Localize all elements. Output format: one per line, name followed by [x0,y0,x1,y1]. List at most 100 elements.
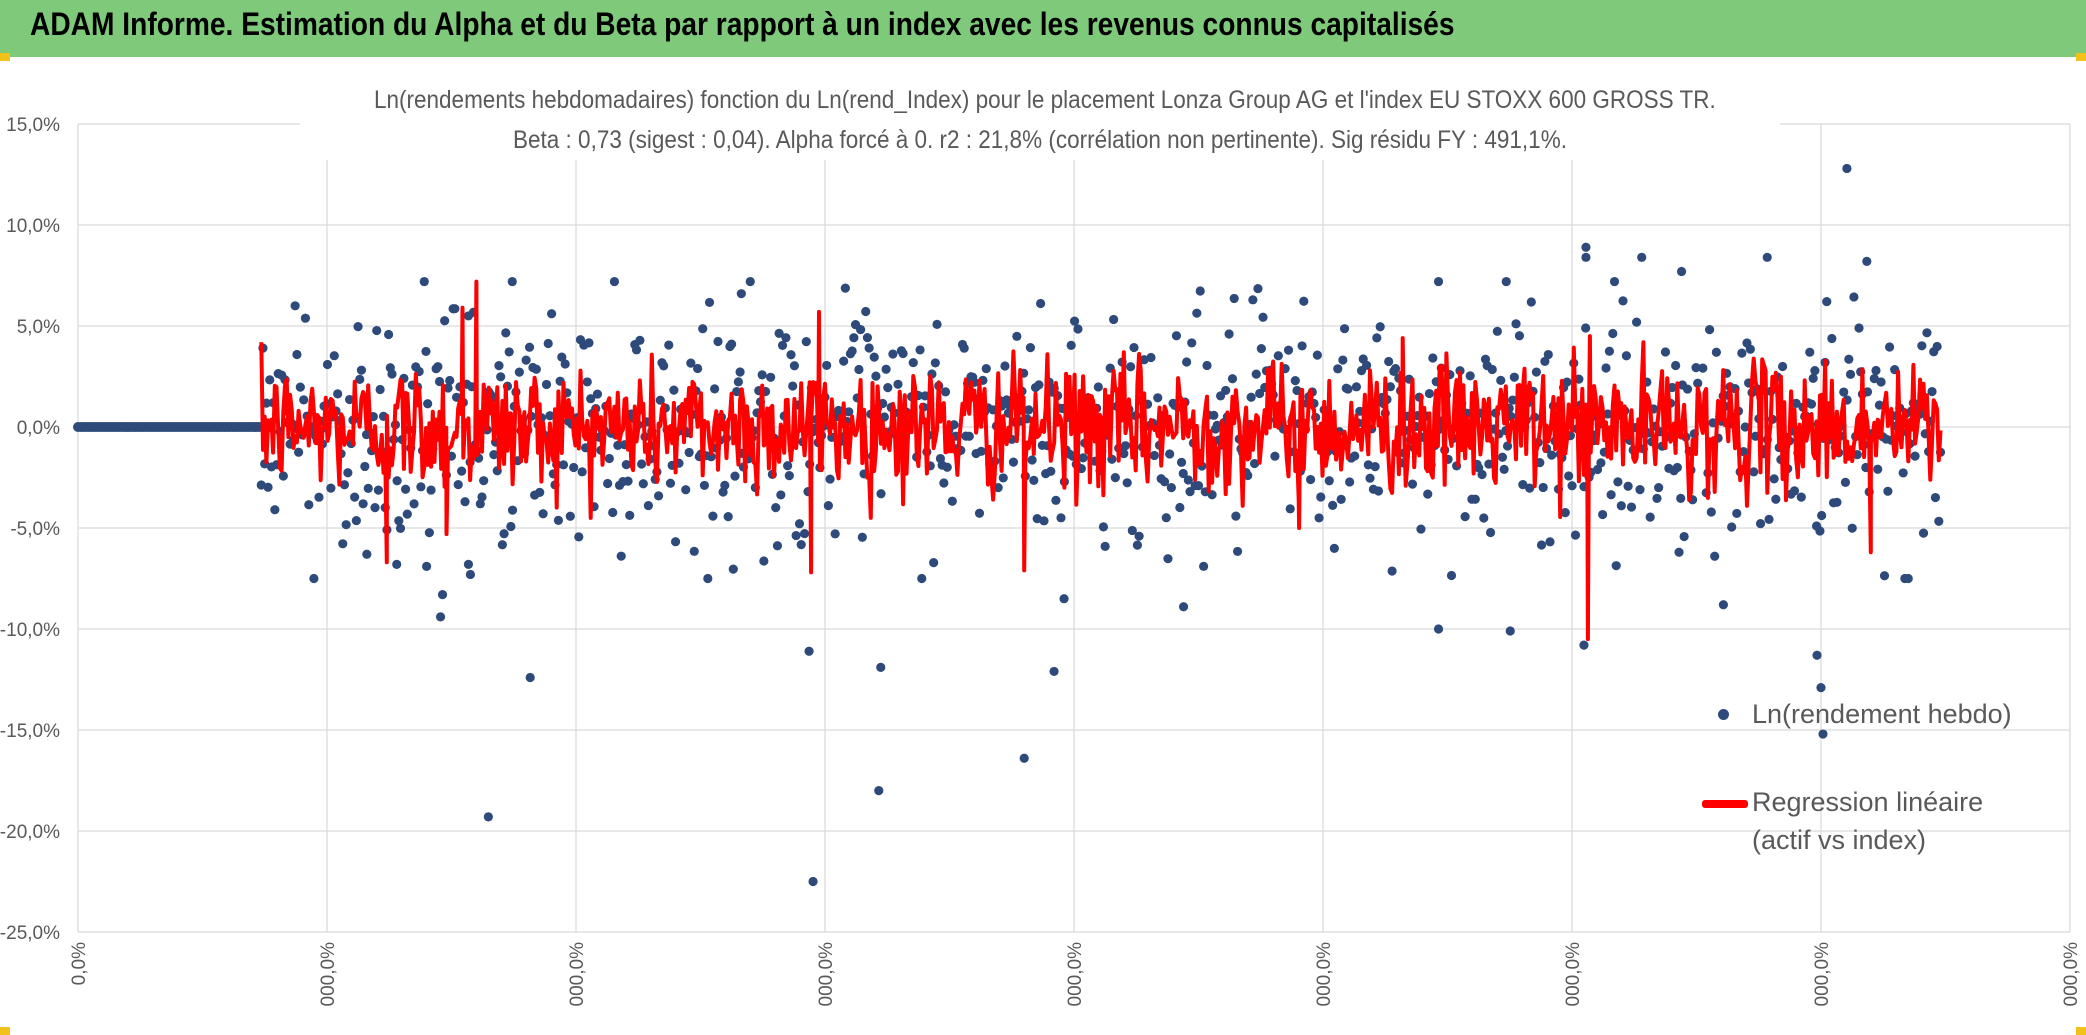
scatter-point [1508,395,1518,405]
scatter-point [496,372,506,382]
scatter-point [372,325,382,336]
scatter-outlier-point [1049,666,1059,677]
scatter-point [723,512,733,522]
scatter-point [421,346,431,357]
y-tick-label: 10,0% [6,216,60,237]
scatter-point [1755,519,1766,529]
scatter-point [689,546,699,556]
scatter-point [774,328,784,339]
scatter-point [501,328,511,338]
scatter-point [295,382,305,392]
scatter-point [1163,554,1173,564]
scatter-point [659,361,669,371]
scatter-outlier-point [1581,252,1591,262]
scatter-point [823,501,833,511]
scatter-point [1024,405,1034,415]
scatter-point [789,361,800,371]
scatter-point [265,375,275,385]
scatter-point [1345,477,1355,487]
scatter-point [541,379,552,390]
scatter-outlier-point [874,786,884,796]
scatter-outlier-point [1019,753,1029,763]
scatter-point [1608,328,1618,339]
scatter-point [788,381,798,391]
regression-line [259,279,1943,642]
scatter-outlier-point [804,646,814,656]
scatter-point [479,476,489,486]
scatter-point [1598,509,1608,520]
scatter-point [1314,513,1324,523]
scatter-point [1560,508,1570,518]
scatter-point [419,276,429,287]
y-tick-label: 0,0% [17,418,60,439]
scatter-point [1601,363,1611,373]
scatter-outlier-point [1818,729,1828,739]
scatter-point [592,389,603,399]
scatter-point [998,473,1008,483]
scatter-point [341,520,351,530]
scatter-point [1596,458,1606,468]
scatter-point [1518,479,1528,490]
scatter-point [1193,481,1204,491]
scatter-point [796,540,806,550]
scatter-point [876,489,886,499]
scatter-point [621,460,631,470]
scatter-point [1166,483,1176,493]
scatter-point [732,386,742,397]
scatter-point [706,452,716,462]
scatter-point [604,453,614,464]
scatter-point [1178,468,1188,479]
scatter-point [856,324,866,335]
scatter-point [759,556,769,566]
scatter-point [535,487,545,497]
scatter-point [757,370,767,380]
scatter-outlier-point [1505,626,1515,636]
scatter-point [1778,361,1788,372]
scatter-outlier-point [1579,640,1589,650]
scatter-point [1224,329,1234,339]
scatter-point [499,529,509,539]
chart-title: Ln(rendements hebdomadaires) fonction du… [374,86,1716,114]
chart-legend: Ln(rendement hebdo) Regression linéaire … [1700,695,2030,859]
scatter-point [350,492,360,502]
scatter-point [1385,382,1395,392]
scatter-point [786,350,796,360]
scatter-point [1749,467,1759,477]
scatter-point [781,333,791,343]
scatter-point [1808,373,1818,384]
chart-title-box: Ln(rendements hebdomadaires) fonction du… [300,80,1780,160]
scatter-outlier-point [1816,682,1826,693]
legend-label-scatter: Ln(rendement hebdo) [1752,699,2012,729]
scatter-point [932,319,942,330]
scatter-point [1832,497,1842,507]
scatter-point [1253,283,1263,294]
scatter-point [940,387,951,397]
scatter-point [1822,296,1832,307]
scatter-point [351,515,361,526]
scatter-outlier-point [808,876,818,887]
scatter-point [929,558,939,568]
scatter-point [1100,541,1110,551]
regression-line-icon [1702,800,1748,808]
scatter-point [686,358,696,368]
corner-marker [2076,1027,2086,1035]
scatter-point [507,505,518,515]
scatter-outlier-point [1842,163,1852,174]
scatter-point [355,374,365,384]
scatter-outlier-point [1637,252,1647,262]
scatter-point [1672,462,1682,473]
scatter-point [387,369,397,379]
scatter-point [1789,486,1800,496]
scatter-point [1845,369,1856,379]
scatter-point [1623,481,1633,491]
scatter-point [1844,354,1854,364]
scatter-point [1243,470,1253,481]
scatter-point [373,485,384,495]
scatter-point [1182,357,1192,367]
scatter-point [1249,458,1260,469]
scatter-point [299,395,309,405]
scatter-point [1497,452,1508,462]
scatter-point [1119,449,1129,459]
scatter-point [784,471,794,481]
scatter-point [1693,378,1703,388]
